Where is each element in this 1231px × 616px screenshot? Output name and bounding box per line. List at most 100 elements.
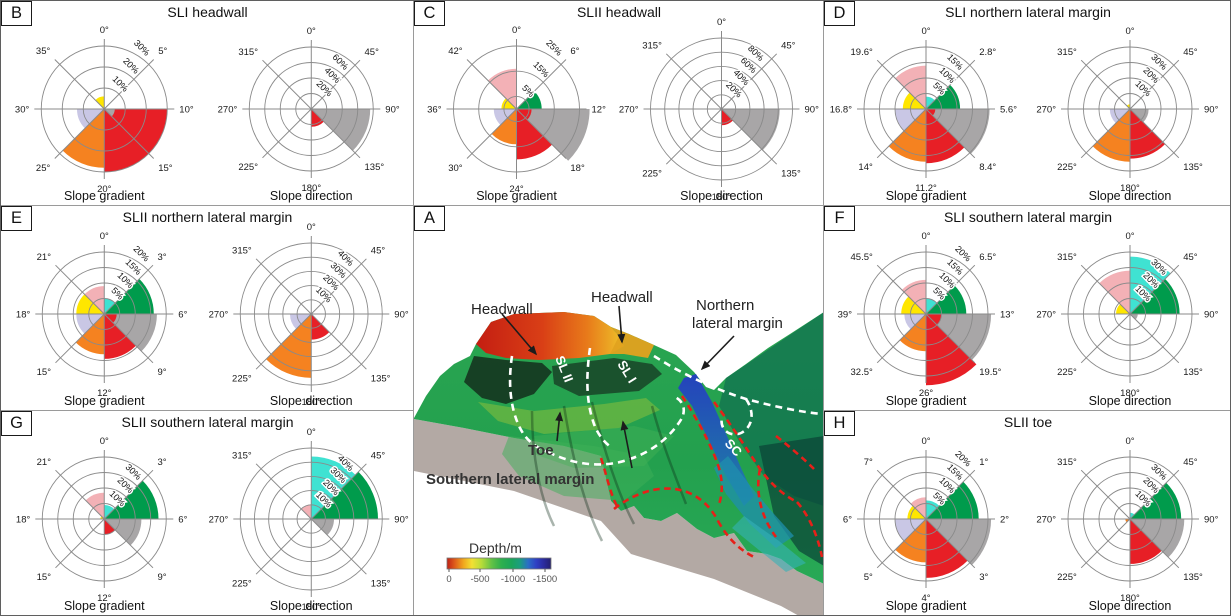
- rose-sector-green: [516, 91, 542, 109]
- panel-c: C SLII headwall 5% 15% 25% 0° 6° 12° 18° 24° 30° 36…: [414, 1, 824, 206]
- rose-sector-pink: [1099, 270, 1130, 314]
- rose-sector-red: [926, 109, 965, 164]
- rose-ring-label: 10%: [1133, 79, 1153, 99]
- rose-sector-angle-label: 0°: [306, 26, 315, 37]
- rose-axis-label: Slope gradient: [886, 599, 967, 613]
- rose-grid-spoke: [466, 108, 517, 159]
- rose-sector-pink: [84, 286, 105, 314]
- rose-sector-red: [926, 314, 942, 325]
- rose-sector-angle-label: 19.6°: [851, 47, 873, 58]
- rose-sector-angle-label: 135°: [1183, 367, 1203, 378]
- rose-sector-gray: [1130, 109, 1149, 123]
- rose-axis-label: Slope gradient: [886, 394, 967, 408]
- rose-sector-gray: [310, 109, 370, 151]
- rose-sector-angle-label: 225°: [232, 374, 252, 385]
- rose-ring-label: 10%: [110, 74, 130, 94]
- rose-sector-angle-label: 21°: [37, 252, 52, 263]
- rose-sector-pink: [910, 497, 926, 519]
- rose-sector-red: [104, 314, 136, 359]
- rose-sector-gray: [104, 109, 115, 117]
- rose-sector-gray: [104, 314, 157, 352]
- rose-sector-angle-label: 270°: [1036, 310, 1056, 321]
- rose-sector-angle-label: 270°: [619, 105, 639, 116]
- rose-sector-green: [310, 471, 378, 519]
- rose-sector-lavender: [895, 519, 926, 541]
- rose-sector-orange: [265, 314, 311, 378]
- rose-sector-angle-label: 13°: [1000, 310, 1015, 321]
- panel-letter-e: E: [1, 206, 32, 231]
- rose-sector-orange: [899, 314, 926, 352]
- rose-sector-angle-label: 0°: [1125, 231, 1134, 242]
- rose-sector-angle-label: 315°: [642, 40, 662, 51]
- rose-sector-angle-label: 225°: [642, 169, 662, 180]
- depth-colorbar: Depth/m 0 -500 -1000 -1500: [446, 540, 557, 585]
- rose-grid-spoke: [925, 108, 976, 159]
- panel-title-h: SLII toe: [1003, 414, 1053, 430]
- headwall-center-label: Headwall: [591, 289, 653, 306]
- panel-letter-c: C: [414, 1, 445, 26]
- rose-sector-gray: [516, 109, 590, 161]
- northern-margin-label-line1: Northern: [696, 297, 754, 314]
- rose-grid-spoke: [54, 59, 105, 110]
- annotation-arrows: [501, 305, 735, 469]
- rose-axis-label: Slope gradient: [886, 189, 967, 203]
- rose-grid-spoke: [310, 59, 360, 110]
- headwall-left-label: Headwall: [471, 301, 533, 318]
- rose-grid-spoke: [310, 108, 360, 159]
- panel-letter-a: A: [414, 206, 445, 231]
- rose-sector-red: [516, 109, 553, 160]
- rose-sector-red: [310, 314, 329, 340]
- rose-grid-spoke: [255, 463, 312, 520]
- rose-sector-orange: [62, 109, 105, 168]
- rose-sector-cyan: [104, 298, 116, 314]
- panel-title-d: SLI northern lateral margin: [945, 4, 1111, 20]
- rose-sector-angle-label: 0°: [1125, 26, 1134, 37]
- rose-slope-direction: 10%20%30%40%0°45°90°135°180°225°270°315°…: [208, 222, 409, 408]
- rose-sector-angle-label: 18°: [16, 515, 31, 526]
- rose-sector-pink: [488, 68, 517, 109]
- rose-sector-angle-label: 0°: [512, 25, 521, 36]
- rose-sector-gray: [1130, 519, 1185, 558]
- divider-horizontal-2b: [824, 410, 1230, 412]
- rose-sector-angle-label: 6°: [843, 515, 852, 526]
- rose-grid-spoke: [1080, 108, 1131, 159]
- rose-grid-spoke: [516, 59, 567, 110]
- rose-sector-angle-label: 135°: [1183, 572, 1203, 583]
- rose-grid-spoke: [255, 258, 312, 315]
- rose-sector-angle-label: 6°: [178, 310, 187, 321]
- rose-sector-pink: [300, 504, 311, 519]
- rose-sector-green: [926, 481, 979, 519]
- rose-sector-pink: [895, 65, 926, 109]
- rose-sector-angle-label: 45°: [370, 245, 385, 256]
- rose-grid-spoke: [665, 108, 722, 165]
- rose-sector-angle-label: 315°: [1057, 252, 1077, 263]
- rose-grid-spoke: [1129, 313, 1180, 364]
- rose-sector-angle-label: 5.6°: [1000, 105, 1017, 116]
- rose-sector-angle-label: 90°: [385, 105, 400, 116]
- rose-sector-angle-label: 3°: [158, 457, 167, 468]
- rose-grid-spoke: [103, 518, 154, 569]
- bathymetry-map: Headwall Headwall Northern lateral margi…: [414, 289, 824, 615]
- rose-sector-red: [721, 109, 733, 126]
- rose-sector-gray: [926, 314, 992, 360]
- rose-ring-label: 20%: [314, 79, 334, 99]
- rose-sector-angle-label: 270°: [1036, 105, 1056, 116]
- rose-sector-yellow: [907, 505, 926, 519]
- panel-title-g: SLII southern lateral margin: [121, 414, 294, 430]
- rose-slope-direction: 10%20%30%0°45°90°135°180°225°270°315°Slo…: [1036, 26, 1218, 203]
- rose-sector-cyan: [1130, 256, 1171, 314]
- rose-sector-angle-label: 90°: [805, 105, 820, 116]
- rose-sector-angle-label: 90°: [394, 310, 409, 321]
- rose-sector-orange: [895, 519, 926, 563]
- cliff-shadow-right: [552, 358, 662, 396]
- rose-grid-spoke: [103, 313, 154, 364]
- panel-d: D SLI northern lateral margin 5% 10% 15% 0° 2.…: [824, 1, 1230, 206]
- rose-grid-spoke: [1080, 313, 1131, 364]
- rose-sector-angle-label: 135°: [364, 162, 384, 173]
- rose-sector-angle-label: 45°: [1183, 252, 1198, 263]
- rose-sector-yellow: [95, 96, 105, 109]
- rose-slope-gradient: 10%20%30% 0° 5° 10° 15° 20° 25° 30° 35° Slope gra…: [15, 25, 194, 203]
- rose-sector-angle-label: 18°: [16, 310, 31, 321]
- rose-sector-angle-label: 20°: [97, 184, 112, 195]
- rose-grid-spoke: [103, 264, 154, 315]
